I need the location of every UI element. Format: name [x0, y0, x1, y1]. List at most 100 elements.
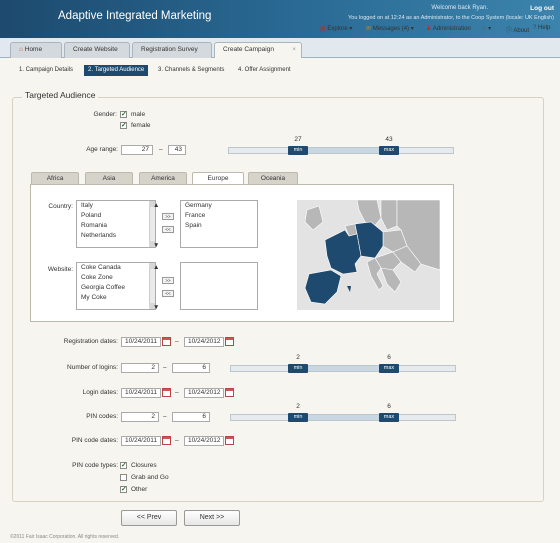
region-tab-america[interactable]: America [139, 172, 187, 184]
step-channels-segments[interactable]: 3. Channels & Segments [158, 67, 225, 73]
step-offer-assignment[interactable]: 4. Offer Assignment [238, 67, 291, 73]
list-item[interactable]: Coke Zone [81, 274, 113, 281]
info-icon: ⓘ [506, 28, 513, 34]
europe-map[interactable] [297, 200, 440, 310]
step-campaign-details[interactable]: 1. Campaign Details [19, 67, 74, 73]
website-selected-list[interactable] [180, 262, 258, 310]
scroll-up-icon[interactable]: ▲ [149, 201, 159, 209]
messages-menu[interactable]: ✉ Messages (4) ▾ [366, 25, 414, 32]
remove-website-button[interactable]: << [162, 290, 174, 297]
pin-code-types-label: PIN code types: [72, 462, 118, 469]
region-tab-asia[interactable]: Asia [85, 172, 133, 184]
pin-codes-min-input[interactable]: 2 [121, 412, 159, 422]
pin-code-from-input[interactable]: 10/24/2011 [121, 436, 161, 446]
pin-codes-max-handle[interactable]: max [379, 413, 399, 422]
list-item[interactable]: Germany [185, 202, 212, 209]
region-tab-europe[interactable]: Europe [192, 172, 244, 185]
logins-max-input[interactable]: 6 [172, 363, 210, 373]
registration-to-input[interactable]: 10/24/2012 [184, 337, 224, 347]
scroll-down-icon[interactable]: ▼ [149, 241, 159, 249]
age-min-input[interactable]: 27 [121, 145, 153, 155]
pin-code-to-input[interactable]: 10/24/2012 [184, 436, 224, 446]
prev-button[interactable]: << Prev [121, 510, 177, 526]
closures-checkbox[interactable] [120, 461, 127, 469]
remove-country-button[interactable]: << [162, 226, 174, 233]
list-item[interactable]: Italy [81, 202, 93, 209]
tab-home[interactable]: ⌂ Home [10, 42, 62, 58]
age-max-handle[interactable]: max [379, 146, 399, 155]
scrollbar[interactable]: ▲ ▼ [149, 263, 159, 311]
map-balkans [380, 267, 402, 293]
explore-menu[interactable]: ▦ Explore ▾ [320, 25, 352, 32]
website-available-list[interactable]: Coke Canada Coke Zone Georgia Coffee My … [76, 262, 159, 311]
pin-codes-max-input[interactable]: 6 [172, 412, 210, 422]
age-max-input[interactable]: 43 [168, 145, 186, 155]
login-to-input[interactable]: 10/24/2012 [184, 388, 224, 398]
scrollbar[interactable]: ▲ ▼ [149, 201, 159, 249]
add-country-button[interactable]: >> [162, 213, 174, 220]
other-checkbox[interactable] [120, 485, 127, 493]
settings-menu[interactable]: ⚙ ▾ [481, 25, 491, 32]
pin-codes-min-handle[interactable]: min [288, 413, 308, 422]
list-item[interactable]: Spain [185, 222, 202, 229]
age-slider-track[interactable] [228, 147, 454, 154]
range-dash: – [163, 364, 167, 371]
next-button[interactable]: Next >> [184, 510, 240, 526]
map-finland [380, 200, 398, 231]
region-tab-africa[interactable]: Africa [31, 172, 79, 184]
country-available-list[interactable]: Italy Poland Romania Netherlands ▲ ▼ [76, 200, 159, 249]
help-link[interactable]: ? Help [533, 25, 550, 31]
list-item[interactable]: Netherlands [81, 232, 117, 239]
logins-slider-track[interactable] [230, 365, 456, 372]
calendar-icon[interactable] [162, 436, 171, 445]
grab-and-go-checkbox[interactable] [120, 474, 127, 481]
list-item[interactable]: Georgia Coffee [81, 284, 125, 291]
closures-label: Closures [131, 462, 157, 469]
number-of-logins-label: Number of logins: [67, 364, 118, 371]
male-checkbox[interactable] [120, 110, 127, 118]
age-range-label: Age range: [86, 146, 118, 153]
calendar-icon[interactable] [225, 436, 234, 445]
settings-caret: ▾ [488, 26, 492, 32]
tab-create-website[interactable]: Create Website [64, 42, 130, 58]
list-item[interactable]: Coke Canada [81, 264, 121, 271]
gender-label: Gender: [93, 111, 118, 118]
list-item[interactable]: Poland [81, 212, 102, 219]
close-icon[interactable]: × [292, 46, 296, 53]
welcome-text: Welcome back Ryan. [431, 5, 488, 11]
login-from-input[interactable]: 10/24/2011 [121, 388, 161, 398]
logins-max-handle[interactable]: max [379, 364, 399, 373]
calendar-icon[interactable] [162, 388, 171, 397]
scroll-up-icon[interactable]: ▲ [149, 263, 159, 271]
calendar-icon[interactable] [225, 388, 234, 397]
logout-link[interactable]: Log out [530, 5, 554, 12]
tab-registration-survey[interactable]: Registration Survey [132, 42, 212, 58]
administration-link[interactable]: ♟ Administration [426, 25, 471, 32]
age-min-handle[interactable]: min [288, 146, 308, 155]
list-item[interactable]: France [185, 212, 206, 219]
calendar-icon[interactable] [225, 337, 234, 346]
tab-label: Create Campaign [223, 46, 274, 53]
help-icon: ? [533, 25, 537, 31]
range-dash: – [175, 389, 179, 396]
calendar-icon[interactable] [162, 337, 171, 346]
login-dates-label: Login dates: [82, 389, 118, 396]
add-website-button[interactable]: >> [162, 277, 174, 284]
country-selected-list[interactable]: Germany France Spain [180, 200, 258, 248]
region-tab-oceania[interactable]: Oceania [248, 172, 298, 184]
tab-create-campaign[interactable]: Create Campaign × [214, 42, 302, 59]
about-link[interactable]: ⓘ About [506, 25, 529, 34]
list-item[interactable]: Romania [81, 222, 108, 229]
pin-code-dates-label: PIN code dates: [71, 437, 118, 444]
list-item[interactable]: My Coke [81, 294, 107, 301]
registration-from-input[interactable]: 10/24/2011 [121, 337, 161, 347]
pin-codes-slider-track[interactable] [230, 414, 456, 421]
grab-and-go-label: Grab and Go [131, 474, 169, 481]
female-checkbox[interactable] [120, 121, 127, 129]
logins-min-handle[interactable]: min [288, 364, 308, 373]
scroll-down-icon[interactable]: ▼ [149, 303, 159, 311]
step-targeted-audience[interactable]: 2. Targeted Audience [84, 65, 149, 76]
home-icon: ⌂ [19, 46, 23, 53]
pin-codes-slider-fill [299, 415, 391, 420]
logins-min-input[interactable]: 2 [121, 363, 159, 373]
